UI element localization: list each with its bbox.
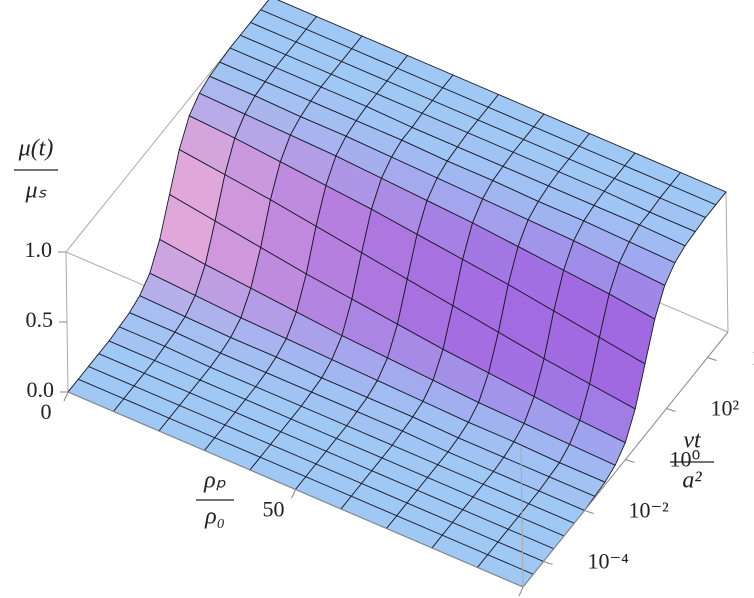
y-tick xyxy=(543,561,553,565)
x-tick xyxy=(291,489,296,499)
z-label-bottom: μₛ xyxy=(25,178,48,204)
x-tick xyxy=(63,391,69,402)
y-label-top: νt xyxy=(683,428,702,454)
y-label-bottom: a² xyxy=(682,468,702,494)
y-tick-label: 10⁻² xyxy=(629,498,670,523)
box-edge xyxy=(520,446,524,588)
x-label-bottom: ρ₀ xyxy=(204,504,225,530)
x-tick xyxy=(518,586,524,597)
y-tick xyxy=(666,408,676,412)
x-tick-label: 100 xyxy=(485,594,518,598)
x-tick-label: 50 xyxy=(263,497,285,522)
y-tick-label: 10⁴ xyxy=(752,345,754,370)
z-label-top: μ(t) xyxy=(18,136,54,162)
box-edge xyxy=(725,191,729,333)
y-tick-label: 10⁻⁴ xyxy=(588,549,630,574)
y-tick xyxy=(707,357,717,361)
x-tick-label: 0 xyxy=(41,399,52,424)
z-tick-label: 1.0 xyxy=(25,237,53,262)
x-label-top: ρₚ xyxy=(203,468,227,494)
y-tick-label: 10² xyxy=(711,396,740,421)
z-tick-label: 0.0 xyxy=(27,377,55,402)
y-tick xyxy=(584,510,594,514)
z-tick-label: 0.5 xyxy=(26,307,54,332)
y-tick-label: 10⁰ xyxy=(670,447,701,472)
y-tick xyxy=(625,459,635,463)
